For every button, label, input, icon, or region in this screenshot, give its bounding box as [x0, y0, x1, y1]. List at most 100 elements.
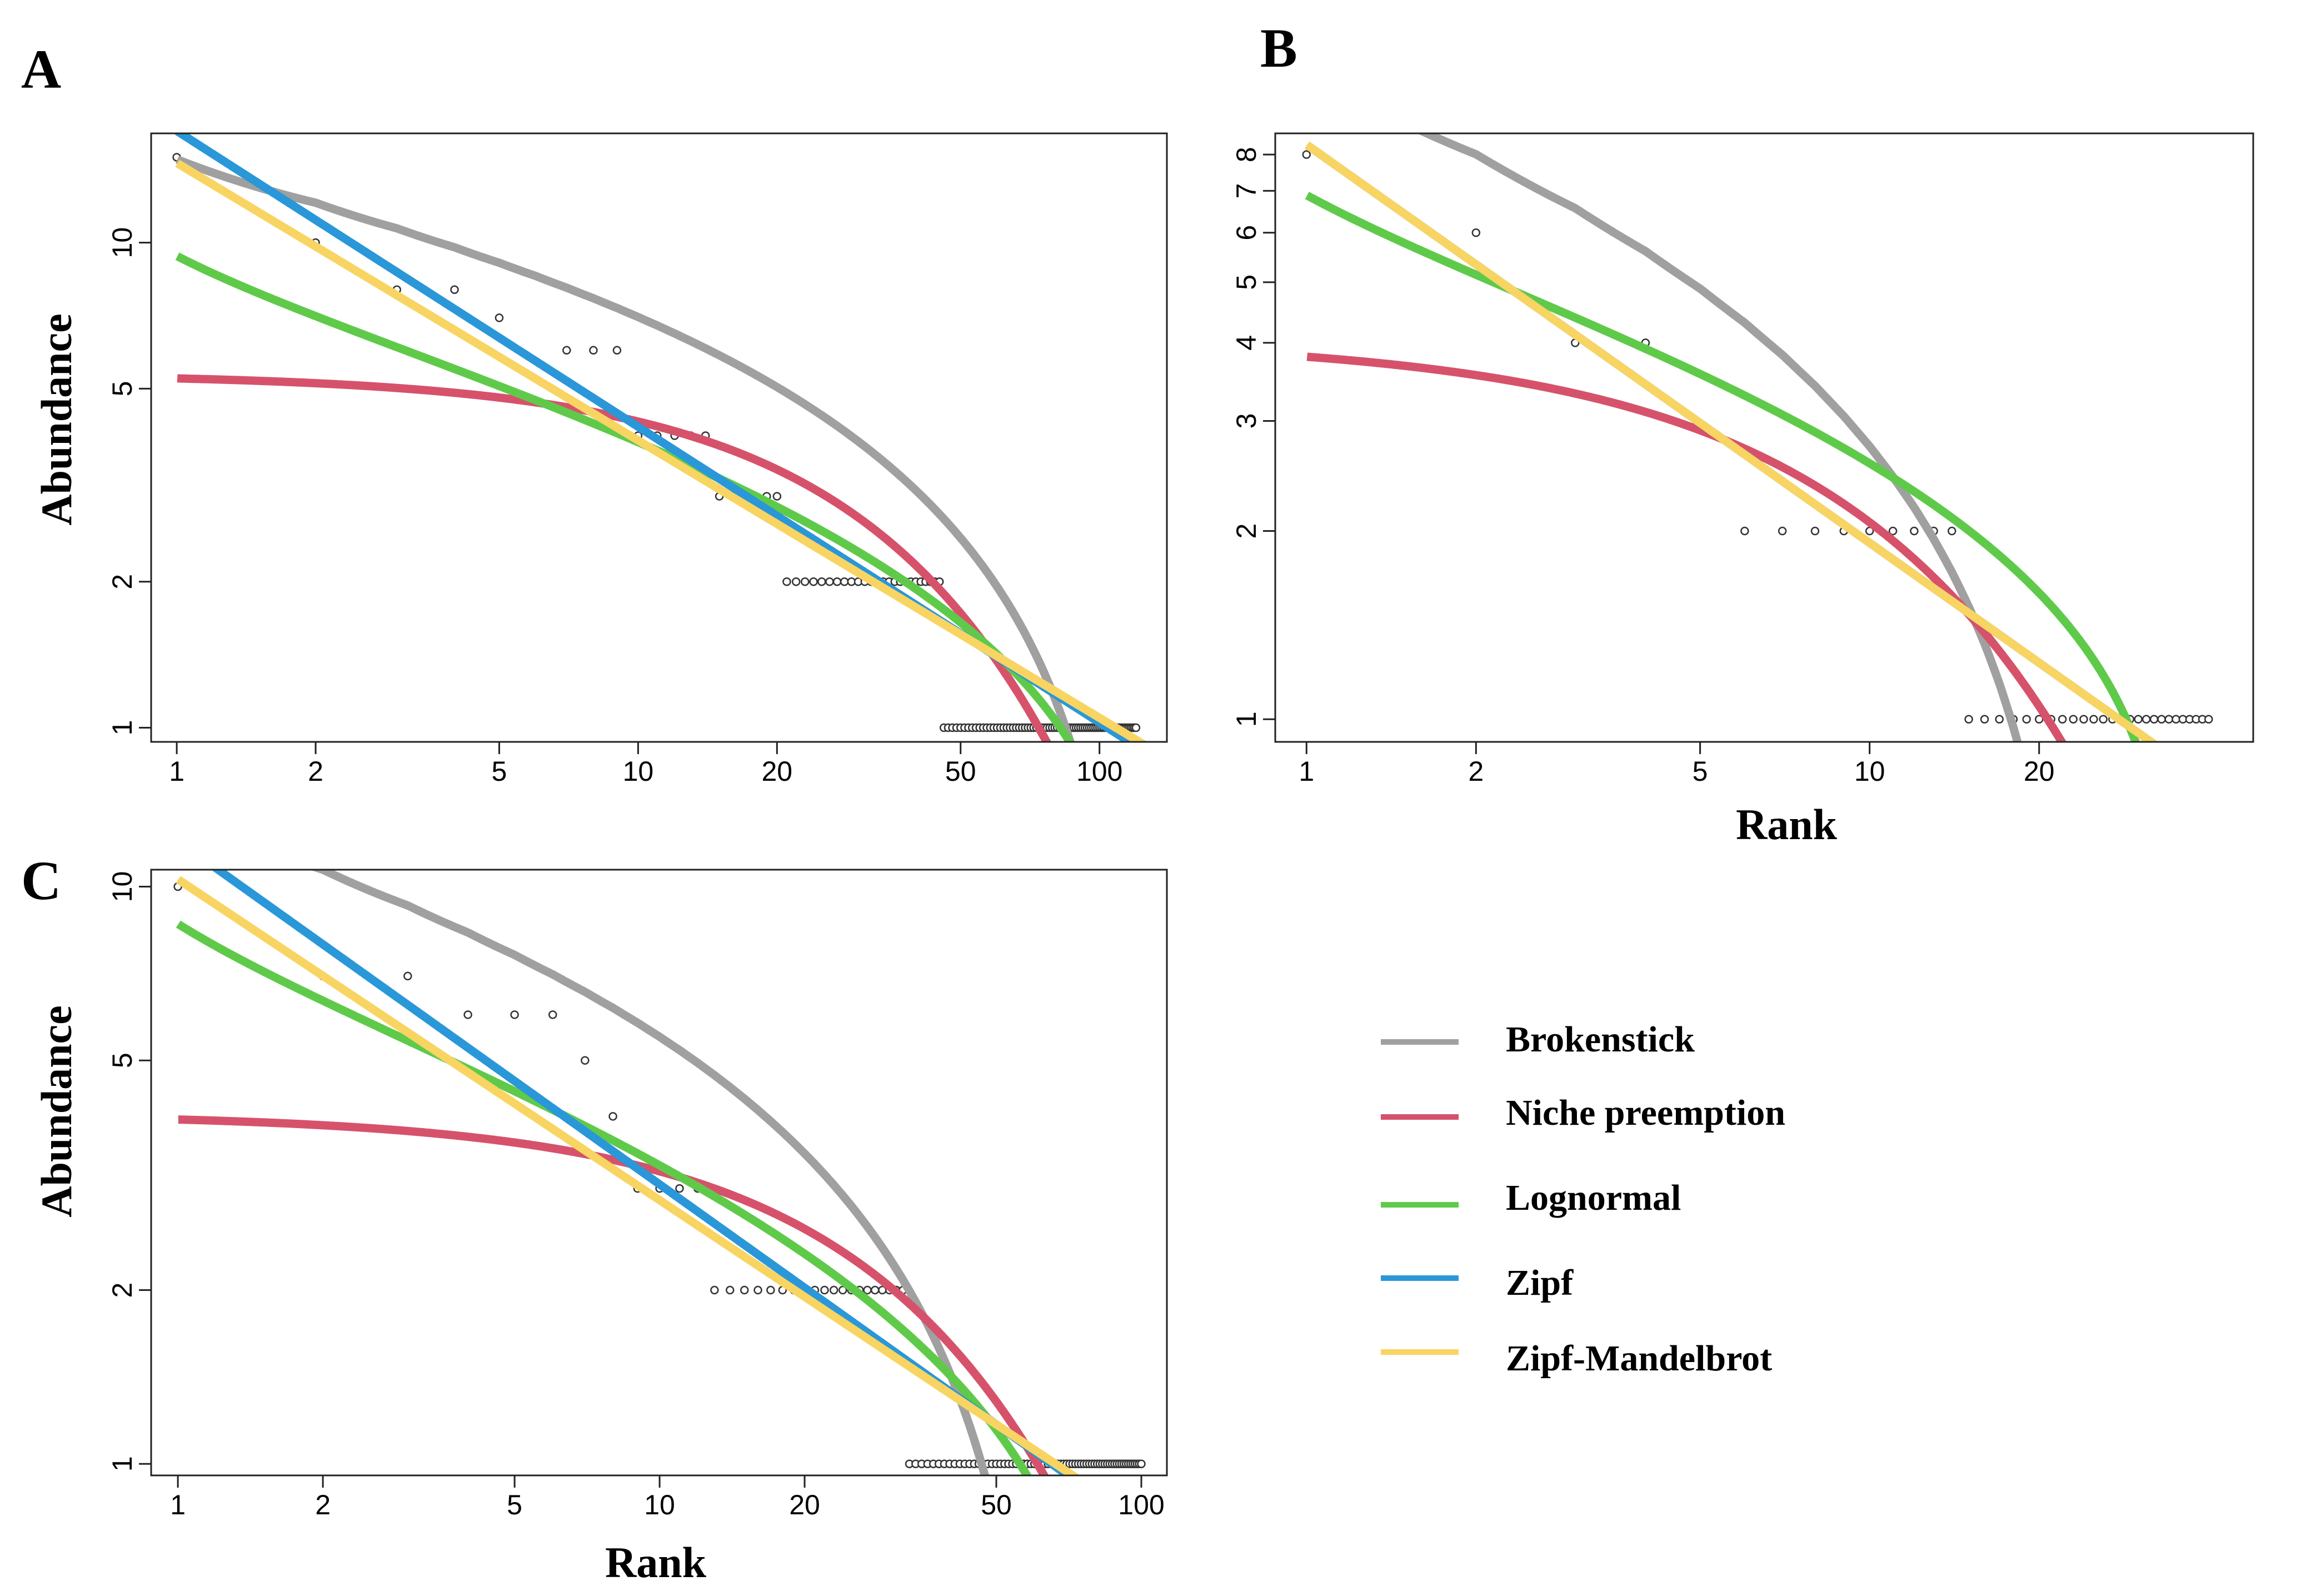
panel-b-y-tick-label: 5 [1231, 275, 1262, 290]
panel-c-observed-point [510, 1010, 519, 1019]
panel-a-y-tick-label: 10 [107, 227, 138, 258]
panel-a-y-tick-label: 5 [107, 381, 138, 397]
panel-a-line-brokenstick [174, 156, 1075, 742]
panel-a-observed-point [450, 285, 459, 295]
panel-c-observed-point [548, 1010, 557, 1019]
panel-a-observed-point [562, 346, 571, 355]
panel-b-observed-point [1995, 715, 2004, 724]
panel-a-y-tick-label: 1 [107, 720, 138, 736]
panel-b-observed-point [1947, 526, 1956, 536]
panel-a-observed-point [495, 313, 504, 322]
panel-a-observed-point [817, 577, 826, 586]
panel-a-plot-frame [150, 132, 1168, 743]
panel-c-observed-point [608, 1112, 617, 1121]
panel-a-line-niche-preemption [174, 374, 1052, 742]
panel-a-x-tick-label: 20 [762, 756, 793, 787]
panel-a: A Abundance 1 2 5 10 20 50 100 1 2 5 10 [21, 38, 1168, 787]
panel-b-observed-point [2079, 715, 2088, 724]
panel-b-observed-point [2204, 715, 2213, 724]
panel-a-observed-point [840, 577, 849, 586]
panel-b-observed-point [1980, 715, 1989, 724]
panel-b-observed-point [1910, 526, 1919, 536]
panel-a-observed-point [791, 577, 801, 586]
panel-a-line-zipf-mandelbrot [174, 159, 1148, 742]
panel-c-x-tick-label: 10 [644, 1489, 675, 1520]
panel-b-y-tick-label: 4 [1231, 335, 1262, 351]
legend: Brokenstick Niche preemption Lognormal Z… [1381, 1019, 1785, 1379]
panel-c-x-tick-label: 1 [170, 1489, 186, 1520]
panel-b-observed-point [1964, 715, 1973, 724]
panel-a-observed-point [809, 577, 818, 586]
panel-b-observed-point [2157, 715, 2166, 724]
panel-b-observed-point [1302, 150, 1311, 159]
panel-a-observed-point [825, 577, 834, 586]
panel-c-observed-point [1137, 1459, 1146, 1468]
panel-c-x-tick-label: 100 [1118, 1489, 1164, 1520]
panel-b-x-tick-label: 10 [1854, 756, 1885, 787]
panel-b-observed-point [2142, 715, 2151, 724]
panel-b-x-tick-label: 1 [1299, 756, 1314, 787]
panel-c-observed-point [740, 1285, 749, 1295]
panel-c-x-tick-label: 20 [789, 1489, 820, 1520]
panel-a-observed-point [800, 577, 810, 586]
panel-c-x-tick-label: 2 [315, 1489, 331, 1520]
panel-b-x-tick-label: 5 [1693, 756, 1708, 787]
panel-a-observed-point [589, 346, 598, 355]
panel-c-observed-point [463, 1010, 472, 1019]
panel-a-y-tick-label: 2 [107, 574, 138, 590]
panel-a-y-axis-title: Abundance [32, 313, 81, 525]
panel-b-line-brokenstick [1416, 133, 2022, 742]
panel-c-observed-point [820, 1285, 829, 1295]
panel-c-plot-frame [150, 869, 1168, 1477]
legend-label-zipf-mandelbrot: Zipf-Mandelbrot [1506, 1338, 1772, 1379]
panel-a-x-tick-label: 100 [1076, 756, 1122, 787]
panel-c-observed-point [710, 1285, 719, 1295]
legend-label-lognormal: Lognormal [1506, 1178, 1681, 1218]
panel-b-observed-point [1778, 526, 1787, 536]
panel-b-x-axis-title: Rank [1736, 800, 1838, 849]
panel-a-x-tick-label: 2 [308, 756, 323, 787]
panel-a-letter: A [21, 38, 61, 100]
panel-c-observed-point [863, 1285, 872, 1295]
panel-a-x-tick-label: 1 [169, 756, 184, 787]
legend-label-niche-preemption: Niche preemption [1506, 1093, 1785, 1133]
legend-label-zipf: Zipf [1506, 1263, 1574, 1303]
panel-b-observed-point [2172, 715, 2180, 724]
panel-c-y-axis-title: Abundance [32, 1005, 81, 1217]
panel-b-fit-lines [1304, 133, 2159, 742]
panel-b-observed-point [2058, 715, 2067, 724]
panel-c-y-tick-label: 1 [107, 1456, 138, 1472]
panel-b: B Rank 1 2 5 10 20 1 2 3 4 5 6 7 8 [1231, 17, 2254, 849]
panel-c-y-tick-label: 5 [107, 1053, 138, 1068]
panel-c-line-zipf-mandelbrot [175, 876, 1081, 1475]
panel-a-observed-point [1131, 723, 1141, 732]
panel-b-observed-point [2134, 715, 2143, 724]
panel-a-observed-point [772, 492, 782, 501]
panel-c-observed-point [829, 1285, 838, 1295]
panel-b-observed-point [2099, 715, 2108, 724]
panel-a-observed-point [832, 577, 842, 586]
panel-b-line-zipf-mandelbrot [1304, 141, 2159, 742]
panel-a-observed-point [612, 346, 622, 355]
panel-c-observed-point [675, 1184, 684, 1193]
panel-b-observed-point [1888, 526, 1898, 536]
panel-a-x-tick-label: 50 [945, 756, 976, 787]
panel-b-y-tick-label: 6 [1231, 225, 1262, 241]
panel-c-observed-point [725, 1285, 735, 1295]
panel-c-letter: C [21, 850, 61, 911]
panel-b-observed-point [2069, 715, 2078, 724]
panel-c-fit-lines [175, 870, 1081, 1475]
panel-a-x-tick-label: 10 [623, 756, 654, 787]
panel-b-line-lognormal [1304, 192, 2140, 742]
panel-b-observed-point [2164, 715, 2173, 724]
panel-c-observed-point [766, 1285, 775, 1295]
panel-a-observed-point [782, 577, 791, 586]
panel-b-y-tick-label: 2 [1231, 523, 1262, 539]
panel-c-line-brokenstick [309, 870, 990, 1475]
legend-label-brokenstick: Brokenstick [1506, 1019, 1695, 1060]
panel-c-observed-point [403, 971, 412, 981]
panel-c-x-tick-label: 5 [507, 1489, 522, 1520]
panel-a-x-tick-label: 5 [492, 756, 507, 787]
panel-b-y-tick-label: 7 [1231, 183, 1262, 199]
panel-c-y-tick-label: 10 [107, 871, 138, 902]
